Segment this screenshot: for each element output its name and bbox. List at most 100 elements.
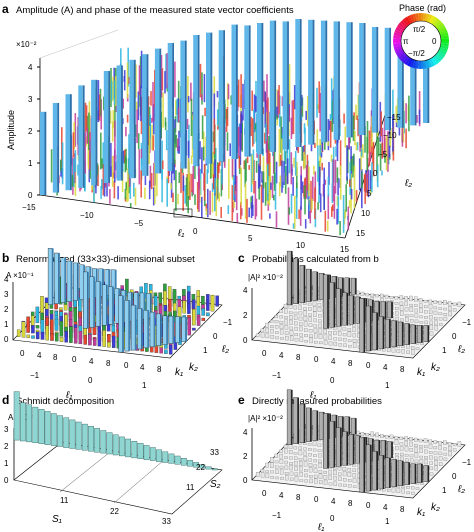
panel-a-background-bar: [259, 166, 261, 187]
e-bars-field-bar: [387, 489, 390, 491]
e-bars-peak-bar-front: [351, 418, 355, 434]
panel-a-background-bar: [139, 149, 141, 184]
b-bars-peak-bar: [83, 272, 89, 329]
b-bars-field-bar: [27, 317, 30, 333]
e-bars-peak-bar-side: [327, 413, 329, 468]
c-bars-field-bar: [410, 315, 413, 317]
b-bars-field-bar: [64, 305, 67, 311]
panel-a-background-bar: [233, 175, 235, 200]
c-bars-peak-bar: [306, 269, 312, 302]
panel-a-background-bar: [161, 141, 163, 180]
panel-a-peak-bar-side: [211, 33, 213, 164]
e-bars-peak-bar: [330, 421, 336, 467]
panel-a-background-bar: [311, 199, 313, 210]
e-bars-field-bar: [409, 437, 412, 441]
c-bars-field-bar: [395, 312, 398, 316]
e-bars-field-bar: [353, 473, 356, 477]
panel-c-k1-label: k₁: [417, 367, 425, 378]
b-bars-peak-bar-front: [115, 288, 119, 323]
panel-a-background-bar: [245, 184, 247, 219]
panel-a-background-bar: [238, 80, 240, 108]
panel-d-s2-tick: 11: [186, 483, 195, 492]
panel-d-schmidt-bar: [14, 392, 19, 441]
b-bars-field-bar: [192, 309, 195, 325]
panel-a-background-bar: [319, 145, 321, 156]
e-bars-field-bar: [308, 443, 311, 445]
panel-a-background-bar: [212, 192, 214, 212]
c-bars-field-bar: [295, 338, 298, 341]
e-bars-field-bar: [429, 440, 432, 443]
b-bars-field-bar: [112, 326, 115, 332]
panel-d-schmidt-bar: [57, 416, 62, 447]
b-bars-field-bar: [60, 337, 63, 342]
panel-a-background-bar: [248, 165, 250, 170]
b-bars-peak-bar-side: [71, 261, 73, 302]
e-bars-field-bar: [318, 454, 321, 457]
c-bars-field-bar: [348, 332, 351, 337]
panel-a-background-bar: [349, 179, 351, 186]
e-bars-peak-bar: [387, 442, 393, 458]
e-bars-field-bar: [416, 488, 419, 490]
e-bars-field-bar: [299, 461, 302, 466]
e-bars-field-bar: [410, 448, 413, 451]
b-bars-peak-bar-front: [169, 316, 173, 344]
panel-d: d Schmidt decomposition A ×10⁻¹ 0 1 2 3 …: [2, 392, 222, 526]
panel-a-background-bar: [330, 121, 332, 148]
c-bars-peak-bar: [379, 316, 385, 349]
panel-a-ell2-tick: −15: [387, 113, 401, 122]
panel-d-schmidt-bar: [107, 433, 112, 454]
e-bars-peak-bar-side: [317, 411, 319, 441]
e-bars-field-bar: [400, 453, 403, 456]
panel-a-background-bar: [357, 116, 359, 121]
panel-a-ytick: 3: [28, 95, 33, 104]
b-bars-field-bar: [50, 310, 53, 314]
phase-legend: Phase (rad) π/2 π 0 −π/2: [393, 3, 449, 69]
c-bars-field-bar: [420, 321, 423, 323]
e-bars-field-bar: [444, 453, 447, 455]
c-bars-field-bar: [443, 300, 446, 305]
c-bars-field-bar: [343, 344, 346, 347]
panel-a-background-bar: [135, 188, 137, 206]
b-bars-peak-bar-front: [182, 317, 186, 342]
b-bars-peak-bar-side: [141, 308, 143, 349]
panel-a-background-bar: [191, 174, 193, 192]
panel-d-schmidt-bar: [119, 437, 124, 456]
c-bars-field-bar: [414, 297, 417, 302]
c-bars-peak-bar-front: [319, 273, 323, 299]
c-bars-field-bar: [414, 305, 417, 307]
panel-a-background-bar: [287, 158, 289, 183]
panel-a-background-bar: [228, 84, 230, 99]
c-bars-field-bar: [405, 308, 408, 312]
panel-a-background-bar: [188, 158, 190, 196]
c-bars-field-bar: [415, 309, 418, 312]
panel-a-peak-bar-front: [359, 23, 364, 135]
e-bars-field-bar: [290, 472, 293, 475]
b-bars-field-bar: [168, 299, 171, 312]
panel-a-background-bar: [217, 109, 219, 125]
c-bars-field-bar: [280, 337, 283, 339]
panel-a-background-bar: [186, 177, 188, 206]
c-bars-field-bar: [314, 325, 317, 328]
e-bars-field-bar: [443, 441, 446, 445]
e-bars-field-bar: [284, 445, 287, 448]
panel-a-background-bar: [366, 137, 368, 171]
e-bars-field-bar: [419, 445, 422, 447]
c-bars-field-bar: [329, 342, 332, 345]
c-bars-field-bar: [348, 329, 351, 332]
c-bars-field-bar: [453, 309, 456, 312]
panel-a-peak-bar-front: [117, 65, 122, 180]
panel-a-background-bar: [327, 141, 329, 146]
e-bars-peak-bar: [336, 428, 342, 467]
c-bars-peak-bar: [351, 278, 357, 294]
panel-a-background-bar: [316, 88, 318, 118]
panel-a-background-bar: [85, 103, 87, 133]
e-bars-field-bar: [439, 452, 442, 455]
panel-c-xtick: 8: [296, 353, 301, 362]
e-bars-field-bar: [415, 453, 418, 458]
panel-d-ytick: 3: [4, 425, 9, 434]
b-bars-field-bar: [50, 314, 53, 319]
panel-a-peak-bar-front: [257, 23, 262, 154]
panel-a-peak-bar: [346, 22, 352, 137]
e-bars-peak-bar-front: [319, 412, 323, 440]
